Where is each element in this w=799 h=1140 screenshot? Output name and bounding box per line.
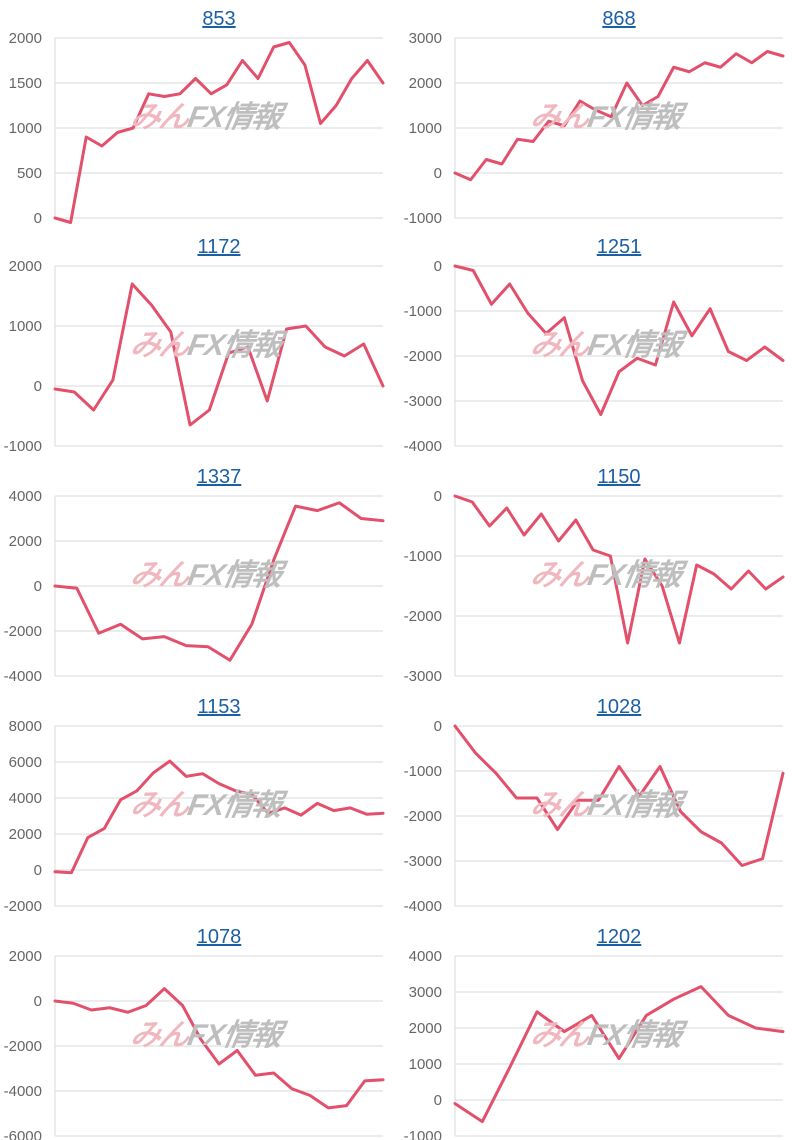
svg-text:-3000: -3000 [404,668,442,685]
svg-text:-2000: -2000 [4,898,42,915]
svg-text:0: 0 [34,210,42,227]
svg-text:0: 0 [434,258,442,275]
svg-text:-1000: -1000 [404,763,442,780]
svg-text:2000: 2000 [9,30,42,47]
svg-text:-2000: -2000 [404,808,442,825]
svg-text:0: 0 [34,993,42,1010]
svg-text:4000: 4000 [409,948,442,965]
svg-text:0: 0 [34,578,42,595]
svg-text:8000: 8000 [9,718,42,735]
svg-text:1000: 1000 [409,120,442,137]
svg-text:4000: 4000 [9,790,42,807]
svg-text:-2000: -2000 [404,608,442,625]
svg-text:-2000: -2000 [4,623,42,640]
svg-text:0: 0 [434,488,442,505]
svg-text:0: 0 [434,718,442,735]
svg-text:-4000: -4000 [404,898,442,915]
svg-text:1000: 1000 [409,1056,442,1073]
svg-text:0: 0 [434,1092,442,1109]
svg-text:0: 0 [434,165,442,182]
svg-text:2000: 2000 [9,533,42,550]
svg-text:-4000: -4000 [4,1083,42,1100]
svg-text:-1000: -1000 [404,1128,442,1140]
svg-text:-1000: -1000 [404,548,442,565]
svg-text:2000: 2000 [9,258,42,275]
svg-text:-1000: -1000 [4,438,42,455]
svg-text:0: 0 [34,862,42,879]
svg-text:-4000: -4000 [404,438,442,455]
svg-text:-6000: -6000 [4,1128,42,1140]
svg-text:-3000: -3000 [404,393,442,410]
svg-text:-1000: -1000 [404,303,442,320]
svg-text:-1000: -1000 [404,210,442,227]
svg-text:0: 0 [34,378,42,395]
svg-text:-2000: -2000 [4,1038,42,1055]
svg-text:3000: 3000 [409,30,442,47]
svg-text:6000: 6000 [9,754,42,771]
svg-text:-3000: -3000 [404,853,442,870]
svg-text:-4000: -4000 [4,668,42,685]
svg-text:2000: 2000 [409,75,442,92]
svg-text:1500: 1500 [9,75,42,92]
svg-text:500: 500 [17,165,42,182]
svg-text:2000: 2000 [9,948,42,965]
svg-text:2000: 2000 [409,1020,442,1037]
svg-text:-2000: -2000 [404,348,442,365]
svg-text:4000: 4000 [9,488,42,505]
svg-text:1000: 1000 [9,318,42,335]
svg-text:3000: 3000 [409,984,442,1001]
svg-text:1000: 1000 [9,120,42,137]
svg-text:2000: 2000 [9,826,42,843]
